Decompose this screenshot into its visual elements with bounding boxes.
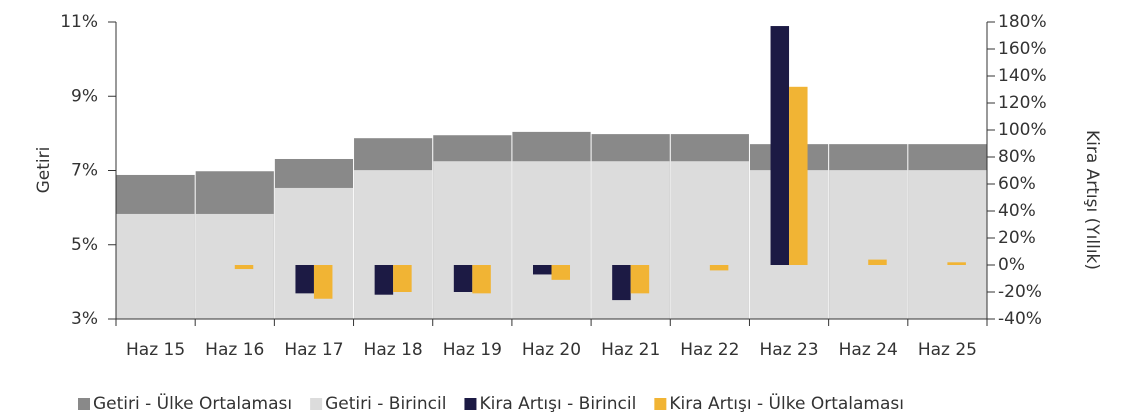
bar <box>709 265 729 271</box>
bar <box>770 26 790 265</box>
bar <box>630 265 650 294</box>
bar <box>947 262 966 265</box>
bar <box>116 213 195 319</box>
bar <box>612 265 631 301</box>
y2-tick-label: -20% <box>998 282 1042 302</box>
y2-tick-label: 120% <box>998 93 1047 113</box>
bar <box>313 265 333 299</box>
y2-tick-label: 100% <box>998 120 1047 140</box>
bar <box>274 187 354 319</box>
bar <box>512 161 591 319</box>
bar <box>433 161 512 319</box>
bar <box>374 265 394 295</box>
x-tick-label: Haz 16 <box>205 340 264 360</box>
legend-label: Kira Artışı - Ülke Ortalaması <box>669 392 904 414</box>
y2-tick-label: 140% <box>998 66 1047 86</box>
y-tick-label: 7% <box>71 161 98 181</box>
x-tick-label: Haz 23 <box>759 340 818 360</box>
legend-swatch <box>654 398 667 410</box>
x-tick-label: Haz 20 <box>522 340 581 360</box>
legend-label: Getiri - Ülke Ortalaması <box>93 392 292 414</box>
legend-swatch <box>310 398 323 410</box>
bar <box>453 265 473 292</box>
bar <box>829 170 908 319</box>
y2-tick-label: 80% <box>998 147 1036 167</box>
x-tick-label: Haz 25 <box>918 340 977 360</box>
y-axis-label: Getiri <box>34 147 54 194</box>
x-tick-label: Haz 21 <box>601 340 660 360</box>
y2-tick-label: 60% <box>998 174 1036 194</box>
y2-tick-label: 0% <box>998 255 1025 275</box>
bar <box>393 265 412 292</box>
x-tick-label: Haz 17 <box>284 340 343 360</box>
bar <box>908 170 987 319</box>
y2-axis-label: Kira Artışı (Yıllık) <box>1082 130 1102 270</box>
y2-tick-label: 160% <box>998 39 1047 59</box>
y2-tick-label: 20% <box>998 228 1036 248</box>
y-tick-label: 3% <box>71 309 98 329</box>
x-tick-label: Haz 24 <box>839 340 898 360</box>
y2-tick-label: 40% <box>998 201 1036 221</box>
y2-tick-label: -40% <box>998 309 1042 329</box>
bar <box>472 265 491 294</box>
legend-label: Getiri - Birincil <box>325 394 446 414</box>
bar <box>533 265 552 275</box>
x-tick-label: Haz 22 <box>680 340 739 360</box>
bar <box>354 170 433 319</box>
legend-swatch <box>464 398 477 410</box>
bar <box>670 161 749 319</box>
bar <box>295 265 314 294</box>
y-tick-label: 5% <box>71 235 98 255</box>
bar <box>234 265 254 270</box>
x-tick-label: Haz 15 <box>126 340 185 360</box>
legend-label: Kira Artışı - Birincil <box>479 394 636 414</box>
bar <box>868 259 887 265</box>
x-tick-label: Haz 19 <box>443 340 502 360</box>
y-tick-label: 11% <box>60 12 98 32</box>
y2-tick-label: 180% <box>998 12 1047 32</box>
y-tick-label: 9% <box>71 86 98 106</box>
x-tick-label: Haz 18 <box>364 340 423 360</box>
legend-swatch <box>78 398 90 410</box>
bar <box>789 86 808 265</box>
bar <box>551 265 570 280</box>
